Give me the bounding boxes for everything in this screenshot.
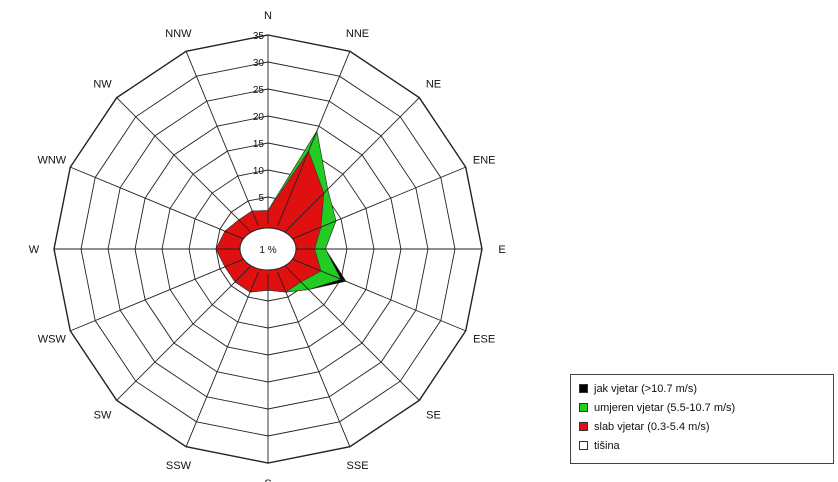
direction-label-ene: ENE [473, 154, 496, 166]
direction-label-ssw: SSW [166, 460, 192, 472]
radial-tick-25: 25 [253, 85, 265, 96]
legend-swatch [579, 403, 588, 412]
legend-item: slab vjetar (0.3-5.4 m/s) [579, 417, 825, 436]
spoke-sw [116, 266, 251, 401]
direction-label-nne: NNE [346, 28, 369, 40]
legend-label: slab vjetar (0.3-5.4 m/s) [594, 420, 710, 433]
series-slab-vjetar [215, 150, 325, 293]
direction-label-se: SE [426, 409, 441, 421]
direction-spokes [54, 35, 482, 463]
direction-labels: N NNE NE ENE E ESE SE SSE S SSW SW WSW W WNW NW NNW [29, 10, 506, 482]
spoke-nne [277, 51, 351, 227]
direction-label-e: E [498, 244, 505, 256]
direction-label-sw: SW [94, 409, 112, 421]
direction-label-sse: SSE [347, 460, 369, 472]
spoke-ese [290, 258, 466, 332]
legend-swatch [579, 384, 588, 393]
legend-swatch [579, 441, 588, 450]
legend-item: tišina [579, 436, 825, 455]
radial-tick-15: 15 [253, 139, 265, 150]
chart-legend: jak vjetar (>10.7 m/s) umjeren vjetar (5.… [570, 374, 834, 464]
spoke-wsw [70, 258, 246, 332]
calm-circle: 1 % [239, 227, 297, 271]
direction-label-ese: ESE [473, 334, 495, 346]
legend-label: tišina [594, 439, 620, 452]
radial-tick-30: 30 [253, 58, 265, 69]
direction-label-s: S [264, 478, 271, 482]
spoke-nw [116, 97, 251, 232]
spoke-ssw [185, 271, 259, 447]
legend-label: jak vjetar (>10.7 m/s) [594, 382, 698, 395]
direction-label-ne: NE [426, 79, 441, 91]
direction-label-n: N [264, 10, 272, 22]
spoke-nnw [185, 51, 259, 227]
radial-tick-5: 5 [258, 193, 264, 204]
calm-circle-shape [239, 227, 297, 271]
direction-label-w: W [29, 244, 40, 256]
radial-tick-labels: 5 10 15 20 25 30 35 [253, 31, 265, 204]
direction-label-wsw: WSW [38, 334, 67, 346]
radial-tick-20: 20 [253, 112, 265, 123]
spoke-se [285, 266, 420, 401]
spoke-wnw [70, 166, 246, 240]
calm-label: 1 % [259, 245, 276, 256]
direction-label-wnw: WNW [37, 154, 66, 166]
direction-label-nnw: NNW [165, 28, 192, 40]
legend-item: jak vjetar (>10.7 m/s) [579, 379, 825, 398]
legend-label: umjeren vjetar (5.5-10.7 m/s) [594, 401, 736, 414]
spoke-sse [277, 271, 351, 447]
radial-tick-35: 35 [253, 31, 265, 42]
legend-item: umjeren vjetar (5.5-10.7 m/s) [579, 398, 825, 417]
direction-label-nw: NW [93, 79, 112, 91]
radial-tick-10: 10 [253, 166, 265, 177]
spoke-ne [285, 97, 420, 232]
legend-swatch [579, 422, 588, 431]
spoke-ene [290, 166, 466, 240]
